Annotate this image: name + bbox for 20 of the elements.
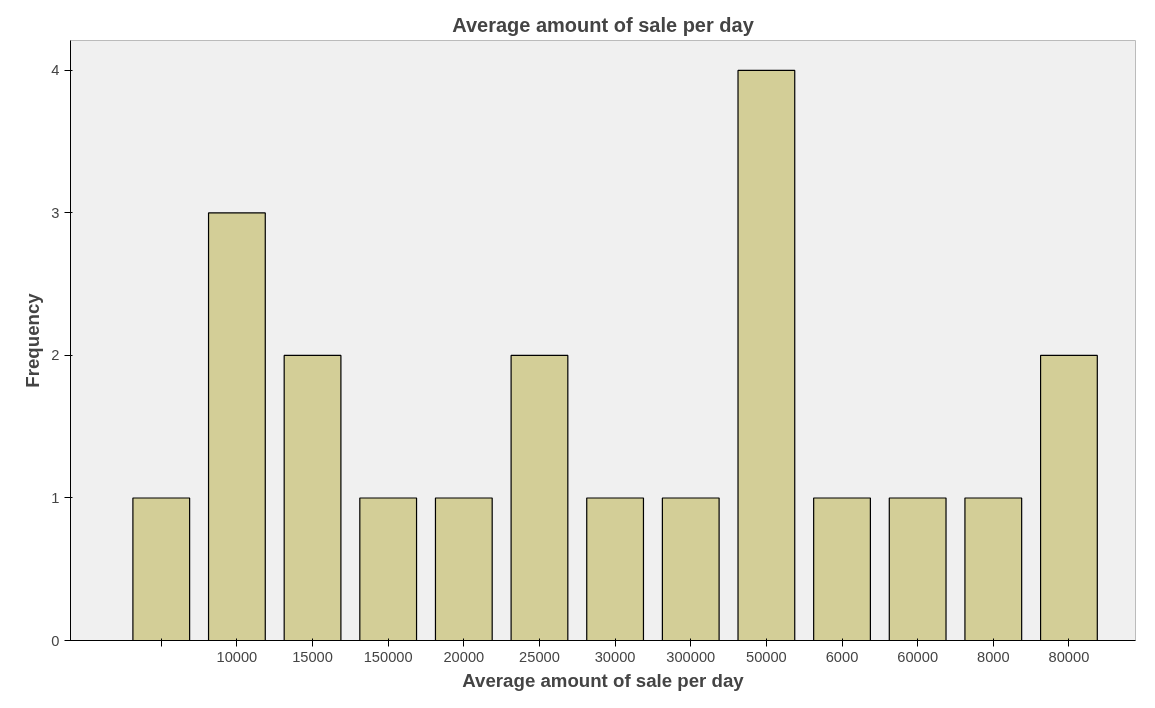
x-tick-label: 10000 [216,648,258,665]
x-tick-label: 6000 [825,648,859,665]
x-axis-title: Average amount of sale per day [462,669,745,691]
chart-title: Average amount of sale per day [452,13,755,36]
x-tick-label: 50000 [746,648,787,665]
y-tick-label: 3 [51,204,60,221]
y-axis-title: Frequency [22,292,44,388]
x-tick-label: 150000 [363,648,413,665]
x-tick-label: 20000 [443,648,485,665]
x-tick-label: 15000 [292,648,333,665]
x-tick-label: 8000 [977,648,1010,665]
y-tick-label: 4 [51,62,60,79]
x-tick-label: 300000 [666,648,716,665]
x-tick-label: 30000 [594,648,636,665]
x-tick-label: 60000 [897,648,939,665]
y-tick-label: 2 [51,347,60,364]
x-tick-label: 80000 [1048,648,1090,665]
y-tick-label: 1 [51,489,60,506]
y-tick-label: 0 [51,632,60,649]
x-tick-label: 25000 [519,648,560,665]
